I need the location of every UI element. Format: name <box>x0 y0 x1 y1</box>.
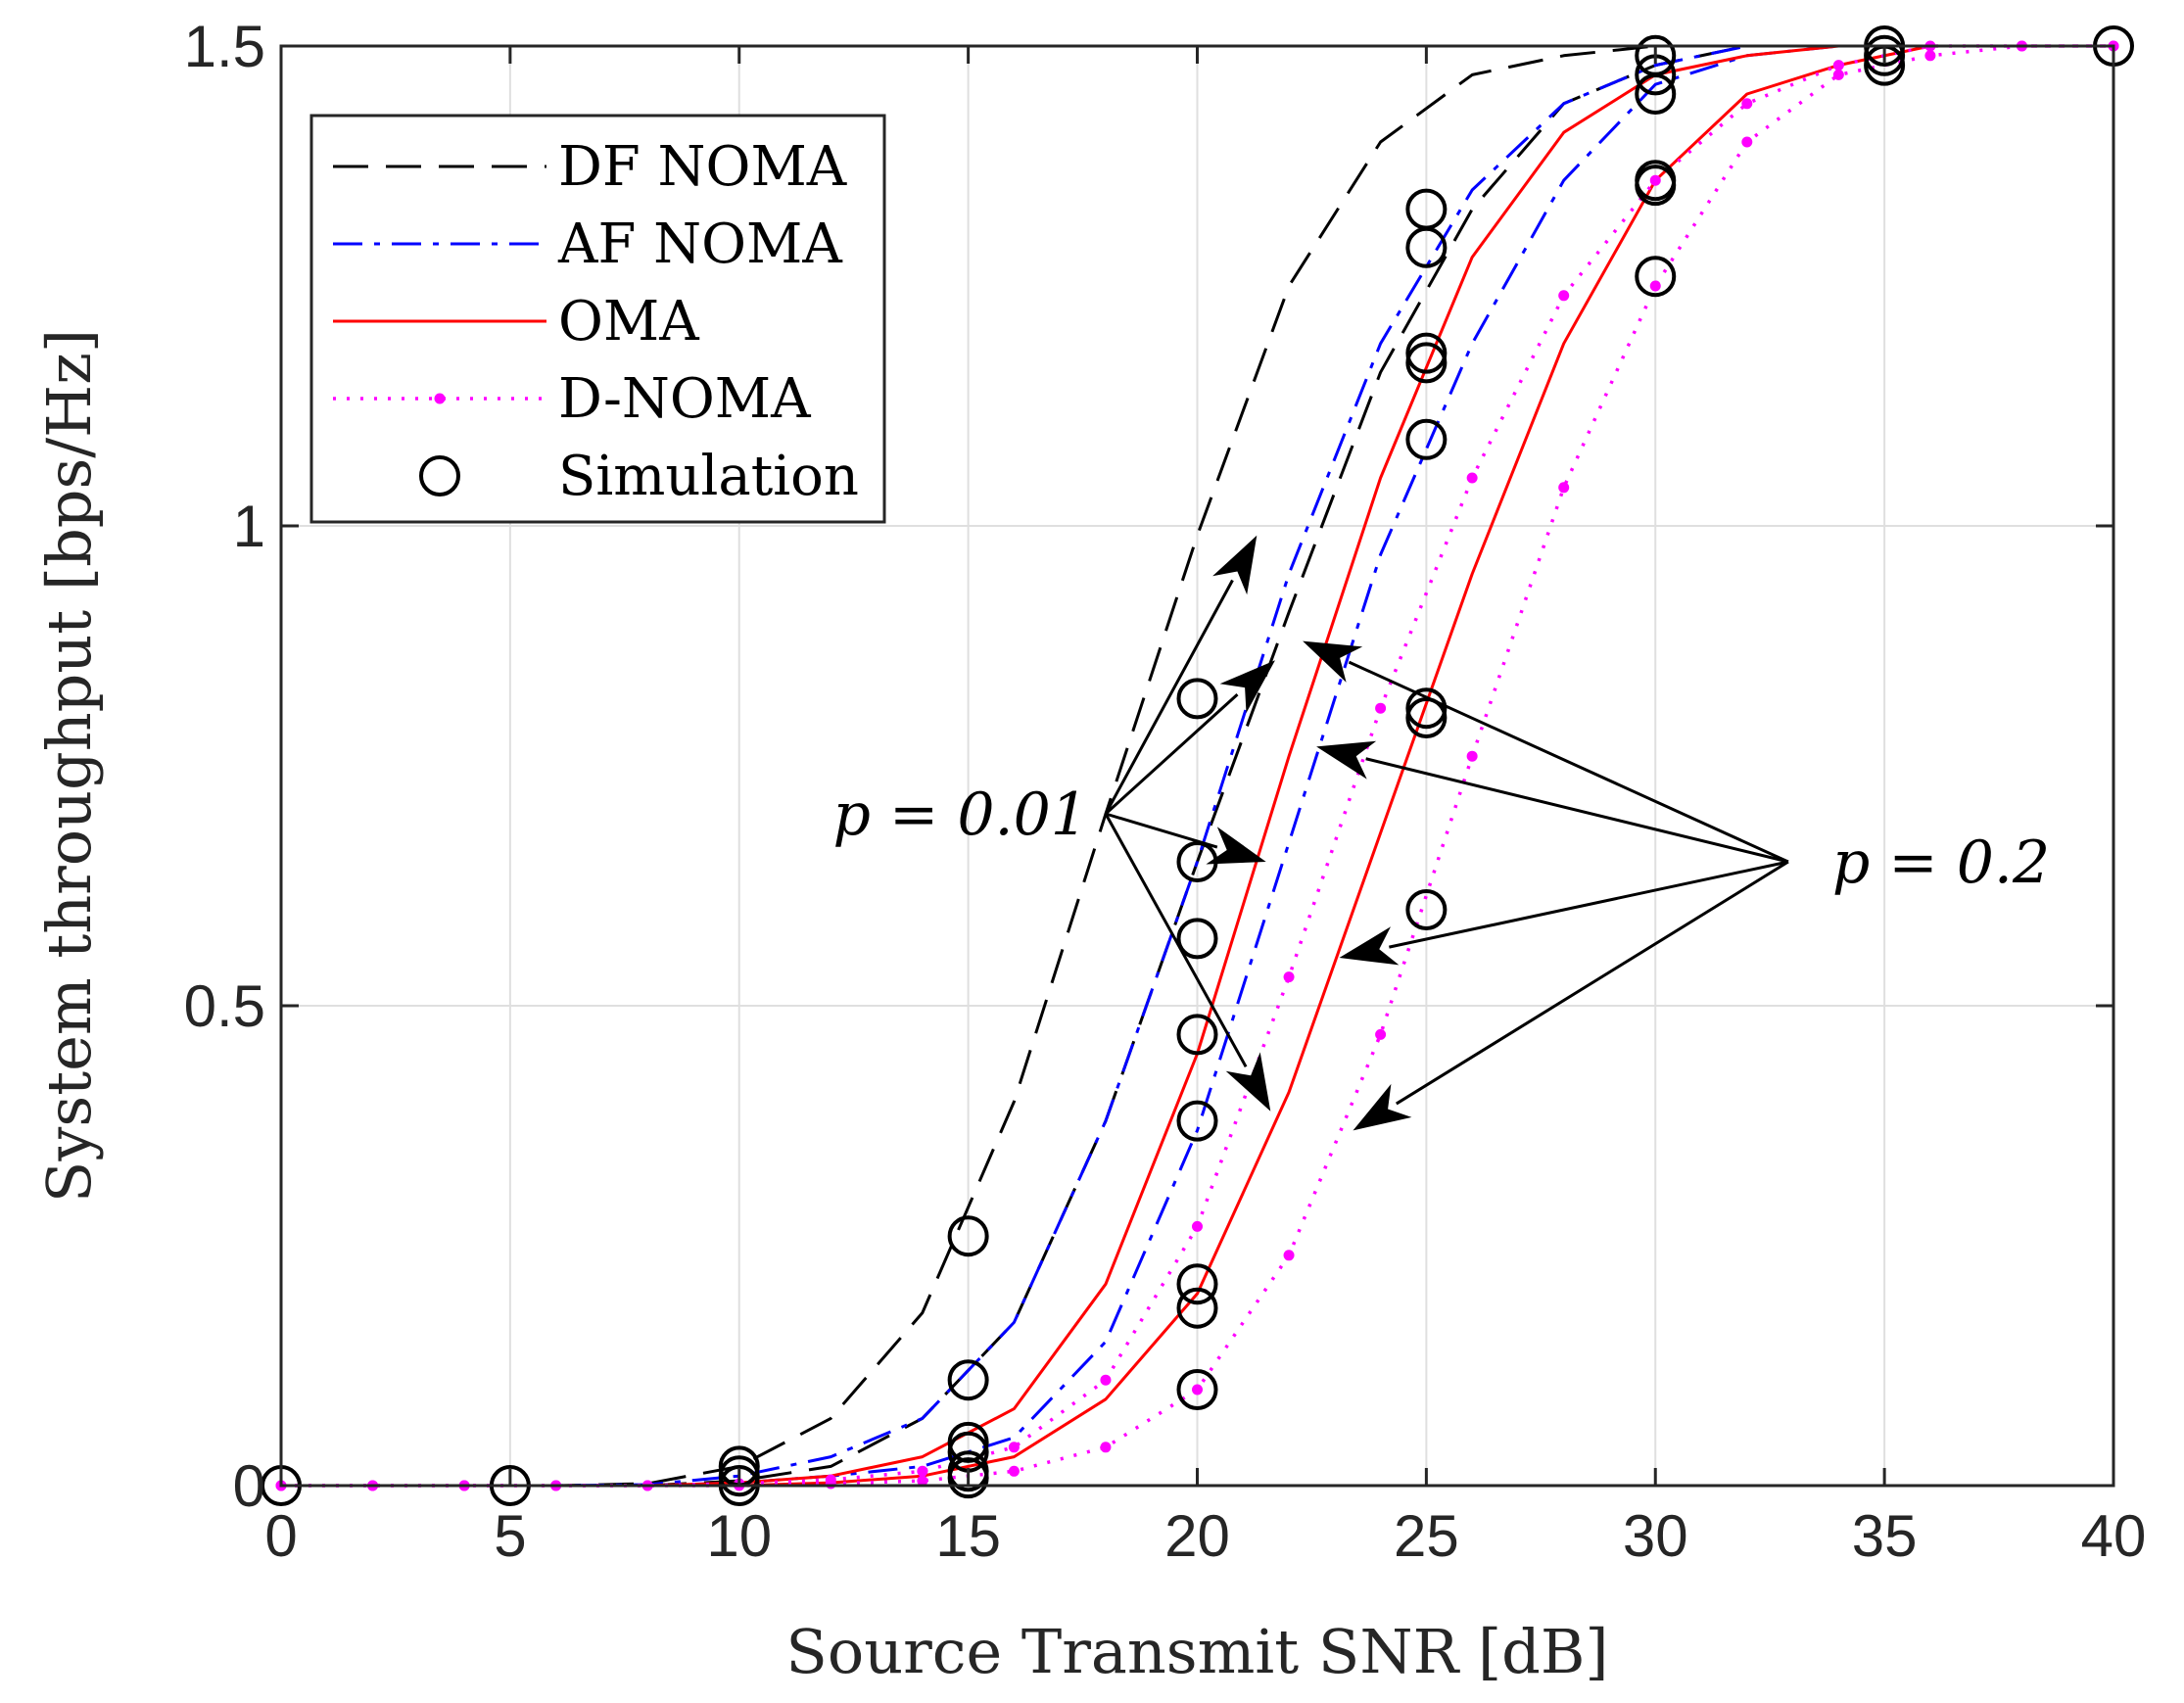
series-point-dnoma <box>1008 1465 1020 1477</box>
x-tick-label: 5 <box>494 1503 526 1569</box>
simulation-marker <box>1635 73 1677 115</box>
annotations: p = 0.01 p = 0.2 <box>833 535 2050 1131</box>
simulation-marker <box>1405 418 1448 460</box>
annotation-arrow-line <box>1395 860 1789 1106</box>
series-point-dnoma <box>1558 290 1570 302</box>
series-point-dnoma <box>1192 1384 1203 1396</box>
annotation-label-p02: p = 0.2 <box>1832 828 2050 897</box>
simulation-marker <box>1176 1287 1218 1329</box>
x-tick-labels: 0 5 10 15 20 25 30 35 40 <box>264 1503 2146 1569</box>
x-tick-label: 35 <box>1852 1503 1918 1569</box>
series-point-dnoma <box>825 1478 836 1490</box>
series-point-dnoma <box>1649 174 1661 186</box>
simulation-marker <box>947 1457 989 1499</box>
x-tick-label: 20 <box>1164 1503 1230 1569</box>
annotation-arrow-head <box>1219 660 1275 713</box>
annotation-arrow-head <box>1339 926 1400 966</box>
annotation-arrow-head <box>1353 1083 1412 1131</box>
annotation-arrow-line <box>1365 757 1789 864</box>
legend-label-d-noma: D-NOMA <box>558 367 811 431</box>
simulation-marker <box>947 1359 989 1401</box>
annotation-arrow-head <box>1316 740 1377 780</box>
simulation-marker <box>1176 1014 1218 1056</box>
simulation-marker <box>1405 697 1448 738</box>
simulation-marker <box>1405 332 1448 374</box>
legend-label-df-noma: DF NOMA <box>558 135 847 199</box>
legend-samples <box>333 165 546 497</box>
simulation-marker <box>1405 342 1448 384</box>
series-point-dnoma <box>1741 98 1753 110</box>
simulation-marker <box>1176 1263 1218 1305</box>
legend-label-oma: OMA <box>558 290 699 354</box>
series-point-dnoma <box>1832 60 1844 71</box>
simulation-marker <box>947 1215 989 1257</box>
legend-sample-dot <box>434 393 446 404</box>
legend-label-simulation: Simulation <box>558 445 859 508</box>
series-point-dnoma <box>1100 1374 1112 1386</box>
annotation-arrow-line <box>1389 860 1789 949</box>
annotation-arrow-head <box>1225 1052 1271 1112</box>
series-point-dnoma <box>1924 50 1936 62</box>
y-tick-label: 1.5 <box>184 14 265 79</box>
series-point-dnoma <box>1375 702 1387 714</box>
series-point-dnoma <box>1100 1442 1112 1453</box>
legend-label-af-noma: AF NOMA <box>557 213 842 276</box>
simulation-marker <box>1405 226 1448 268</box>
series-point-dnoma <box>1832 69 1844 80</box>
y-tick-labels: 0 0.5 1 1.5 <box>184 14 265 1519</box>
x-tick-label: 15 <box>935 1503 1001 1569</box>
series-point-dnoma <box>1466 472 1478 484</box>
simulation-marker <box>1635 165 1677 207</box>
simulation-marker <box>1864 34 1906 76</box>
simulation-markers <box>261 25 2134 1506</box>
simulation-marker <box>718 1455 760 1497</box>
series-point-dnoma <box>1283 1250 1295 1261</box>
series-point-dnoma <box>917 1465 928 1477</box>
series-point-dnoma <box>1741 136 1753 148</box>
series-point-dnoma <box>1375 1028 1387 1040</box>
annotation-label-p001: p = 0.01 <box>833 781 1088 849</box>
y-tick-label: 0 <box>233 1453 265 1519</box>
annotation-arrow-line <box>1104 579 1234 815</box>
x-tick-label: 30 <box>1623 1503 1688 1569</box>
simulation-marker <box>1635 256 1677 298</box>
series-point-dnoma <box>1649 280 1661 292</box>
series-point-dnoma <box>1466 750 1478 762</box>
simulation-marker <box>1405 687 1448 730</box>
annotation-arrow-head <box>1212 535 1258 595</box>
series-point-dnoma <box>1558 482 1570 494</box>
series-point-dnoma <box>1192 1220 1203 1232</box>
x-tick-label: 25 <box>1394 1503 1459 1569</box>
simulation-marker <box>1176 1369 1218 1410</box>
series-point-dnoma <box>917 1475 928 1487</box>
annotation-arrow-line <box>1348 660 1789 864</box>
simulation-marker <box>1176 1100 1218 1142</box>
axis-ticks <box>279 44 2115 1488</box>
annotation-arrow-line <box>1104 813 1248 1068</box>
x-axis-title: Source Transmit SNR [dB] <box>785 1616 1608 1687</box>
series-point-dnoma <box>1283 971 1295 983</box>
annotation-arrow-head <box>1303 640 1363 683</box>
legend-box <box>309 114 886 524</box>
simulation-marker <box>1176 918 1218 960</box>
x-tick-label: 40 <box>2081 1503 2147 1569</box>
legend: DF NOMA AF NOMA OMA D-NOMA Simulation <box>309 114 886 524</box>
annotation-arrow-line <box>1104 693 1239 816</box>
series-point-dnoma <box>1008 1442 1020 1453</box>
x-tick-label: 0 <box>264 1503 297 1569</box>
annotation-arrow-line <box>1105 812 1218 849</box>
y-tick-label: 0.5 <box>184 973 265 1039</box>
annotation-arrow-head <box>1206 827 1266 865</box>
x-tick-label: 10 <box>706 1503 772 1569</box>
simulation-marker <box>1405 889 1448 930</box>
y-tick-label: 1 <box>233 494 265 559</box>
legend-sample-sim <box>419 455 460 497</box>
y-axis-title: System throughput [bps/Hz] <box>33 329 105 1203</box>
simulation-marker <box>1176 678 1218 720</box>
